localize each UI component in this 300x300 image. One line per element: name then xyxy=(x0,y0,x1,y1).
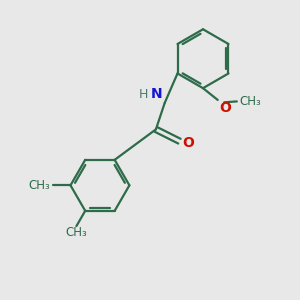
Text: N: N xyxy=(151,87,162,101)
Text: CH₃: CH₃ xyxy=(29,179,50,192)
Text: CH₃: CH₃ xyxy=(240,95,262,108)
Text: CH₃: CH₃ xyxy=(65,226,87,239)
Text: H: H xyxy=(139,88,148,101)
Text: O: O xyxy=(182,136,194,150)
Text: O: O xyxy=(219,100,231,115)
